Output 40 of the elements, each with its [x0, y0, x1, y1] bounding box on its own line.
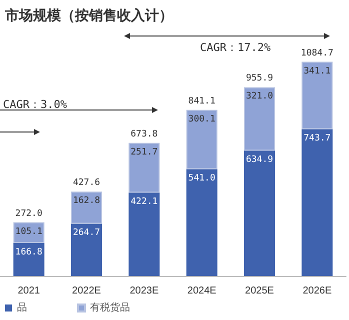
total-label: 272.0 — [15, 208, 42, 219]
total-label: 427.6 — [72, 178, 100, 188]
bar — [186, 110, 218, 170]
bar — [302, 129, 333, 276]
data-label: 300.1 — [188, 114, 216, 124]
data-label: 743.7 — [304, 134, 331, 144]
x-tick-label: 2026E — [302, 286, 332, 296]
x-tick-label: 2023E — [130, 286, 159, 296]
data-label: 321.0 — [246, 92, 274, 102]
bar — [13, 243, 44, 276]
total-label: 1084.7 — [300, 48, 334, 58]
bar — [128, 192, 160, 276]
x-tick-label: 2025E — [245, 286, 274, 296]
data-label: 251.7 — [130, 147, 158, 158]
bar — [186, 169, 218, 276]
data-label: 166.8 — [15, 248, 42, 258]
x-tick-label: 2021 — [18, 286, 40, 296]
bar — [128, 142, 160, 193]
bar — [244, 150, 275, 276]
text: CAGR：17.2% — [200, 40, 271, 55]
x-tick-label: 2024E — [187, 286, 217, 296]
bar — [244, 87, 275, 151]
data-label: 105.1 — [15, 226, 42, 237]
data-label: 264.7 — [72, 228, 100, 238]
legend-label: 品 — [17, 302, 27, 314]
x-tick-label: 2022E — [72, 286, 102, 296]
total-label: 955.9 — [246, 74, 274, 84]
legend-label: 有税货品 — [90, 302, 130, 314]
bar — [71, 192, 102, 224]
chart-title: 市场规模（按销售收入计） — [4, 7, 173, 24]
bar — [71, 224, 102, 276]
total-label: 673.8 — [130, 129, 158, 140]
bar — [302, 62, 333, 130]
data-label: 341.1 — [304, 66, 331, 76]
data-label: 541.0 — [188, 174, 216, 184]
total-label: 841.1 — [188, 96, 216, 106]
data-label: 634.9 — [246, 155, 274, 166]
data-label: 422.1 — [130, 197, 158, 208]
data-label: 162.8 — [72, 196, 100, 206]
annotation: CAGR：3.0% — [3, 97, 67, 112]
